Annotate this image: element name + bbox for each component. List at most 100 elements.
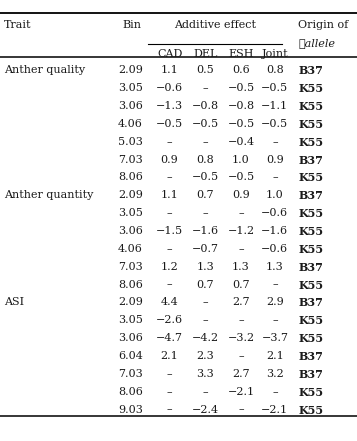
Text: 3.05: 3.05	[118, 315, 143, 325]
Text: –: –	[202, 137, 208, 147]
Text: –: –	[238, 244, 244, 254]
Text: 2.09: 2.09	[118, 297, 143, 307]
Text: 2.7: 2.7	[232, 297, 250, 307]
Text: 1.2: 1.2	[161, 262, 178, 272]
Text: Additive effect: Additive effect	[174, 20, 256, 30]
Text: ESH: ESH	[228, 49, 254, 60]
Text: −0.7: −0.7	[192, 244, 219, 254]
Text: ℝallele: ℝallele	[298, 38, 335, 49]
Text: 4.4: 4.4	[161, 297, 178, 307]
Text: B37: B37	[298, 369, 323, 380]
Text: −1.6: −1.6	[261, 226, 288, 236]
Text: −2.4: −2.4	[192, 405, 219, 415]
Text: Joint: Joint	[262, 49, 288, 60]
Text: −4.2: −4.2	[192, 333, 219, 343]
Text: −0.5: −0.5	[192, 172, 219, 183]
Text: K55: K55	[298, 333, 323, 344]
Text: −0.6: −0.6	[261, 208, 288, 218]
Text: –: –	[272, 137, 278, 147]
Text: −0.8: −0.8	[227, 101, 255, 111]
Text: K55: K55	[298, 83, 323, 94]
Text: 0.6: 0.6	[232, 65, 250, 75]
Text: K55: K55	[298, 101, 323, 112]
Text: −0.5: −0.5	[156, 119, 183, 129]
Text: K55: K55	[298, 405, 323, 415]
Text: Trait: Trait	[4, 20, 31, 30]
Text: −1.2: −1.2	[227, 226, 255, 236]
Text: 2.3: 2.3	[196, 351, 214, 361]
Text: 1.1: 1.1	[161, 191, 178, 200]
Text: –: –	[167, 369, 172, 379]
Text: 3.06: 3.06	[118, 333, 143, 343]
Text: −0.6: −0.6	[261, 244, 288, 254]
Text: K55: K55	[298, 119, 323, 130]
Text: −0.6: −0.6	[156, 83, 183, 93]
Text: –: –	[202, 83, 208, 93]
Text: B37: B37	[298, 297, 323, 308]
Text: 2.1: 2.1	[161, 351, 178, 361]
Text: B37: B37	[298, 191, 323, 201]
Text: −2.1: −2.1	[227, 387, 255, 397]
Text: K55: K55	[298, 315, 323, 326]
Text: 1.3: 1.3	[266, 262, 284, 272]
Text: B37: B37	[298, 155, 323, 165]
Text: –: –	[238, 405, 244, 415]
Text: 0.9: 0.9	[232, 191, 250, 200]
Text: B37: B37	[298, 351, 323, 362]
Text: 1.3: 1.3	[232, 262, 250, 272]
Text: −0.5: −0.5	[261, 119, 288, 129]
Text: 3.06: 3.06	[118, 101, 143, 111]
Text: −2.1: −2.1	[261, 405, 288, 415]
Text: 3.06: 3.06	[118, 226, 143, 236]
Text: 8.06: 8.06	[118, 280, 143, 290]
Text: B37: B37	[298, 262, 323, 273]
Text: 2.9: 2.9	[266, 297, 284, 307]
Text: 1.0: 1.0	[266, 191, 284, 200]
Text: 2.09: 2.09	[118, 191, 143, 200]
Text: 7.03: 7.03	[118, 369, 143, 379]
Text: −0.8: −0.8	[192, 101, 219, 111]
Text: –: –	[167, 387, 172, 397]
Text: −3.7: −3.7	[261, 333, 288, 343]
Text: 0.9: 0.9	[266, 155, 284, 164]
Text: –: –	[272, 280, 278, 290]
Text: −1.3: −1.3	[156, 101, 183, 111]
Text: 5.03: 5.03	[118, 137, 143, 147]
Text: K55: K55	[298, 172, 323, 183]
Text: 1.0: 1.0	[232, 155, 250, 164]
Text: 4.06: 4.06	[118, 119, 143, 129]
Text: −0.5: −0.5	[227, 83, 255, 93]
Text: 1.1: 1.1	[161, 65, 178, 75]
Text: 8.06: 8.06	[118, 172, 143, 183]
Text: 1.3: 1.3	[196, 262, 214, 272]
Text: –: –	[202, 208, 208, 218]
Text: 3.2: 3.2	[266, 369, 284, 379]
Text: 7.03: 7.03	[118, 262, 143, 272]
Text: 9.03: 9.03	[118, 405, 143, 415]
Text: –: –	[167, 280, 172, 290]
Text: –: –	[238, 351, 244, 361]
Text: 7.03: 7.03	[118, 155, 143, 164]
Text: −4.7: −4.7	[156, 333, 183, 343]
Text: –: –	[272, 315, 278, 325]
Text: Origin of: Origin of	[298, 20, 348, 30]
Text: −1.1: −1.1	[261, 101, 288, 111]
Text: 4.06: 4.06	[118, 244, 143, 254]
Text: –: –	[272, 387, 278, 397]
Text: 3.05: 3.05	[118, 208, 143, 218]
Text: –: –	[238, 315, 244, 325]
Text: 0.7: 0.7	[196, 280, 214, 290]
Text: Anther quantity: Anther quantity	[4, 191, 93, 200]
Text: 0.8: 0.8	[266, 65, 284, 75]
Text: −0.5: −0.5	[227, 119, 255, 129]
Text: –: –	[167, 405, 172, 415]
Text: –: –	[238, 208, 244, 218]
Text: −0.5: −0.5	[192, 119, 219, 129]
Text: 3.3: 3.3	[196, 369, 214, 379]
Text: –: –	[167, 208, 172, 218]
Text: −1.6: −1.6	[192, 226, 219, 236]
Text: 0.5: 0.5	[196, 65, 214, 75]
Text: 3.05: 3.05	[118, 83, 143, 93]
Text: Anther quality: Anther quality	[4, 65, 85, 75]
Text: −1.5: −1.5	[156, 226, 183, 236]
